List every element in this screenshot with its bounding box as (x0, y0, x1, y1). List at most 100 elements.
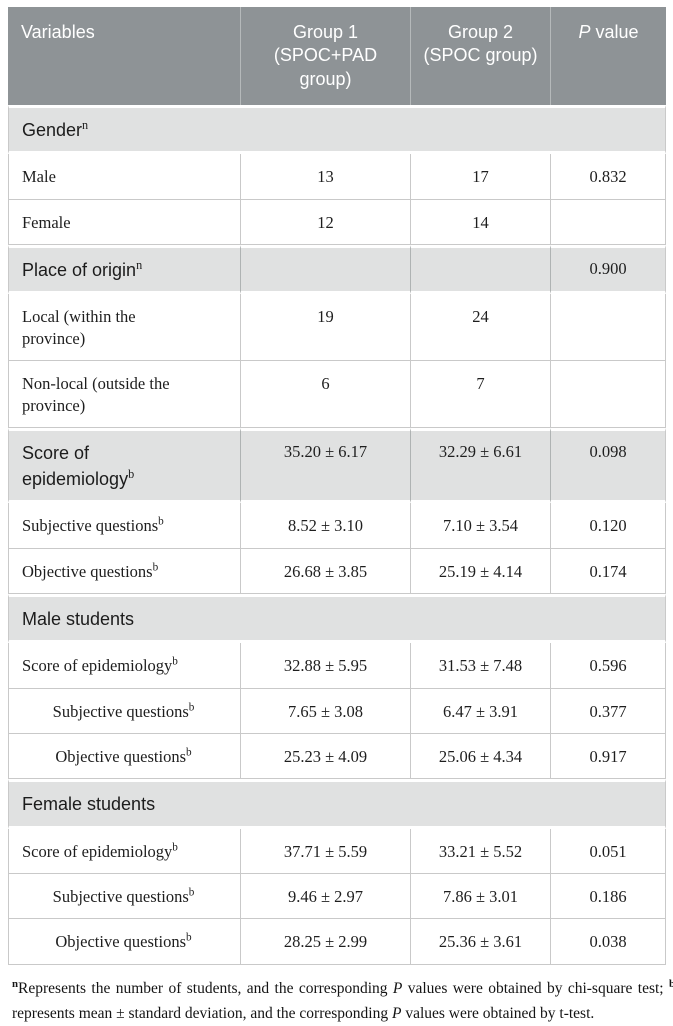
table-row: Non-local (outside the province) 6 7 (8, 361, 666, 428)
table-row: Female 12 14 (8, 199, 666, 246)
value-p: 0.051 (550, 828, 666, 874)
row-label-text: Gendern (22, 118, 89, 141)
row-label-text: Objective questionsb (55, 746, 192, 767)
row-label-text: Male (22, 167, 56, 187)
section-row: Female students (8, 779, 666, 829)
row-label: Score of epidemiologyb (8, 643, 240, 689)
value-p (550, 294, 666, 362)
row-label-text: Place of originn (22, 258, 143, 281)
value-group2: 33.21 ± 5.52 (410, 828, 550, 874)
footnote-marker: b (186, 931, 192, 944)
footnote-marker: b (188, 701, 195, 714)
value-p (550, 199, 666, 246)
table-row: Objective questionsb 25.23 ± 4.09 25.06 ± … (8, 734, 666, 780)
value-p: 0.038 (550, 919, 666, 965)
table-row: Subjective questionsb 8.52 ± 3.10 7.10 ± 3… (8, 503, 666, 549)
table-row: Score of epidemiologyb 32.88 ± 5.95 31.53 … (8, 643, 666, 689)
value-p: 0.186 (550, 873, 666, 920)
footnote-marker: b (172, 655, 178, 668)
row-label: Female students (8, 779, 666, 829)
row-label: Objective questionsb (8, 734, 240, 780)
section-row: Male students (8, 594, 666, 644)
row-label-text: Female (22, 212, 71, 232)
table-row: Subjective questionsb 9.46 ± 2.97 7.86 ± 3… (8, 873, 666, 920)
footnote-marker: n (136, 258, 143, 273)
value-group2: 7 (410, 361, 550, 428)
row-label-text: Subjective questionsb (52, 701, 195, 721)
table-row: Subjective questionsb 7.65 ± 3.08 6.47 ± 3… (8, 688, 666, 735)
row-label-text: Subjective questionsb (52, 886, 195, 906)
value-p: 0.377 (550, 688, 666, 735)
row-label: Objective questionsb (8, 919, 240, 965)
value-group2 (410, 245, 550, 295)
row-label-text: Female students (22, 794, 156, 815)
header-col-3: Group 2 (SPOC group) (410, 7, 550, 106)
footnote-marker: b (188, 886, 195, 899)
header-col-1: Variables (8, 7, 240, 106)
section-row: Score of epidemiologyb 35.20 ± 6.17 32.29 … (8, 427, 666, 504)
row-label-text: Score of epidemiologyb (22, 442, 135, 490)
table-body: Gendern Male 13 17 0.832 Female 12 14 Place of o… (8, 105, 666, 965)
value-group2: 7.10 ± 3.54 (410, 503, 550, 549)
row-label: Subjective questionsb (8, 873, 240, 920)
header-col-2: Group 1 (SPOC+PAD group) (240, 7, 410, 106)
footnote-marker: n (12, 977, 19, 990)
value-p: 0.120 (550, 503, 666, 549)
value-group1: 6 (240, 361, 410, 428)
value-group2: 25.36 ± 3.61 (410, 919, 550, 965)
row-label-text: Local (within the province) (22, 307, 136, 348)
row-label-text: Male students (22, 609, 135, 630)
footnote-marker: b (172, 841, 178, 854)
row-label: Male (8, 154, 240, 200)
table-header: Variables Group 1 (SPOC+PAD group) Group 2… (8, 7, 666, 106)
value-p: 0.098 (550, 427, 666, 504)
value-p (550, 361, 666, 428)
row-label: Non-local (outside the province) (8, 361, 240, 428)
section-row: Gendern (8, 105, 666, 155)
row-label: Objective questionsb (8, 548, 240, 595)
value-group2: 24 (410, 294, 550, 362)
value-group1: 8.52 ± 3.10 (240, 503, 410, 549)
row-label: Male students (8, 594, 666, 644)
footnote-marker: b (186, 746, 192, 759)
value-group1: 12 (240, 199, 410, 246)
value-group1: 37.71 ± 5.59 (240, 828, 410, 874)
value-group1: 19 (240, 294, 410, 362)
row-label-text: Objective questionsb (55, 931, 192, 952)
value-group1: 26.68 ± 3.85 (240, 548, 410, 595)
section-row: Place of originn 0.900 (8, 245, 666, 295)
paper-table-figure: Variables Group 1 (SPOC+PAD group) Group 2… (8, 7, 673, 1022)
row-label: Score of epidemiologyb (8, 427, 240, 504)
table-row: Objective questionsb 28.25 ± 2.99 25.36 ± … (8, 919, 666, 965)
row-label: Gendern (8, 105, 666, 155)
value-group2: 31.53 ± 7.48 (410, 643, 550, 689)
row-label-text: Score of epidemiologyb (22, 655, 178, 676)
value-group2: 25.06 ± 4.34 (410, 734, 550, 780)
table-row: Local (within the province) 19 24 (8, 294, 666, 362)
value-group1: 28.25 ± 2.99 (240, 919, 410, 965)
value-group1: 25.23 ± 4.09 (240, 734, 410, 780)
statistics-table: Variables Group 1 (SPOC+PAD group) Group 2… (8, 7, 666, 965)
row-label: Local (within the province) (8, 294, 240, 362)
row-label-text: Non-local (outside the province) (22, 374, 170, 415)
row-label-text: Subjective questionsb (22, 515, 164, 536)
table-row: Objective questionsb 26.68 ± 3.85 25.19 ± … (8, 548, 666, 595)
row-label-text: Score of epidemiologyb (22, 841, 178, 861)
value-group1: 35.20 ± 6.17 (240, 427, 410, 504)
row-label: Subjective questionsb (8, 688, 240, 735)
footnote-marker: n (82, 118, 89, 133)
value-group1: 7.65 ± 3.08 (240, 688, 410, 735)
footnote-marker: b (152, 561, 159, 574)
row-label: Score of epidemiologyb (8, 828, 240, 874)
value-p: 0.917 (550, 734, 666, 780)
value-group2: 6.47 ± 3.91 (410, 688, 550, 735)
footnote-marker: b (668, 977, 673, 990)
value-p: 0.596 (550, 643, 666, 689)
table-header-row: Variables Group 1 (SPOC+PAD group) Group 2… (8, 7, 666, 106)
value-group2: 17 (410, 154, 550, 200)
value-p: 0.174 (550, 548, 666, 595)
value-group2: 32.29 ± 6.61 (410, 427, 550, 504)
table-row: Male 13 17 0.832 (8, 154, 666, 200)
value-group1 (240, 245, 410, 295)
table-row: Score of epidemiologyb 37.71 ± 5.59 33.21 … (8, 828, 666, 874)
